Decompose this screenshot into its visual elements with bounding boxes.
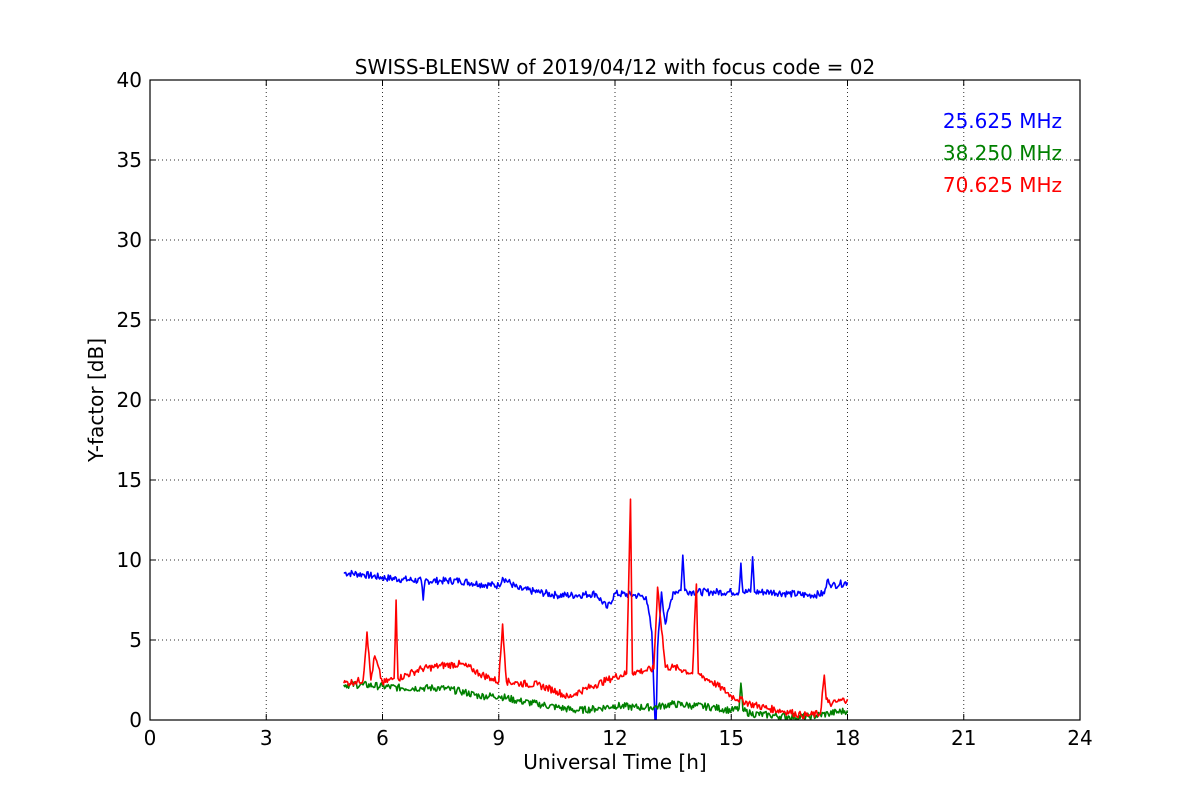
y-tick-label: 0 [129,708,142,732]
y-tick-label: 35 [117,148,142,172]
x-tick-label: 3 [260,726,273,750]
y-tick-label: 10 [117,548,142,572]
y-tick-label: 5 [129,628,142,652]
y-tick-label: 15 [117,468,142,492]
series-line-0 [343,554,849,720]
x-tick-label: 15 [719,726,744,750]
x-tick-label: 18 [835,726,860,750]
series-layer [343,498,849,720]
series-line-1 [343,680,849,720]
y-tick-label: 40 [117,68,142,92]
y-tick-label: 30 [117,228,142,252]
x-tick-label: 9 [492,726,505,750]
x-tick-label: 24 [1067,726,1092,750]
y-tick-label: 20 [117,388,142,412]
y-axis-label: Y-factor [dB] [84,338,108,463]
legend: 25.625 MHz 38.250 MHz 70.625 MHz [943,109,1062,197]
legend-entry-2: 70.625 MHz [943,173,1062,197]
x-tick-label: 0 [144,726,157,750]
y-tick-label: 25 [117,308,142,332]
x-tick-label: 12 [602,726,627,750]
x-axis-label: Universal Time [h] [523,750,706,774]
axis-ticks: 0 3 6 9 12 15 18 21 24 0 5 10 15 20 25 30 35 40 [117,68,1093,750]
chart-title: SWISS-BLENSW of 2019/04/12 with focus co… [355,55,876,79]
legend-entry-0: 25.625 MHz [943,109,1062,133]
x-tick-label: 21 [951,726,976,750]
series-line-2 [343,498,849,720]
legend-entry-1: 38.250 MHz [943,141,1062,165]
x-tick-label: 6 [376,726,389,750]
